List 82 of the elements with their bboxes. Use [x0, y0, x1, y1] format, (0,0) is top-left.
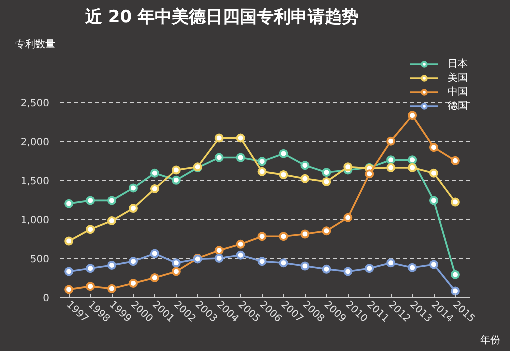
point	[408, 163, 418, 172]
point	[214, 254, 224, 263]
point	[365, 264, 374, 274]
point	[300, 161, 310, 170]
point	[128, 204, 138, 213]
point	[386, 258, 396, 268]
point	[172, 258, 181, 268]
y-tick-label: 2,000	[20, 137, 50, 148]
point	[128, 278, 138, 288]
point	[64, 199, 74, 208]
point	[236, 153, 246, 162]
point	[322, 226, 332, 236]
point	[322, 177, 332, 186]
point	[128, 257, 138, 266]
point	[258, 167, 267, 176]
legend-label: 美国	[448, 72, 468, 85]
point	[236, 134, 246, 143]
point	[279, 170, 288, 180]
point	[408, 156, 418, 165]
point	[430, 260, 439, 270]
point	[236, 250, 246, 260]
point	[150, 184, 160, 194]
y-tick-label: 0	[43, 294, 50, 304]
point	[86, 225, 96, 234]
point	[108, 196, 117, 206]
point	[64, 267, 74, 276]
chart-title: 近 20 年中美德日四国专利申请趋势	[84, 8, 359, 28]
point	[108, 261, 117, 270]
y-tick-label: 2,500	[20, 98, 50, 110]
point	[214, 246, 224, 256]
legend-label: 德国	[448, 100, 468, 113]
point	[236, 240, 246, 249]
point	[108, 216, 117, 226]
point	[430, 196, 439, 206]
point	[344, 267, 353, 276]
y-tick-label: 1,500	[20, 176, 50, 188]
point	[430, 143, 439, 152]
point	[344, 162, 353, 172]
point	[450, 270, 460, 280]
point	[408, 111, 418, 120]
point	[258, 257, 267, 266]
point	[150, 249, 160, 258]
point	[214, 134, 224, 143]
point	[386, 163, 396, 172]
point	[172, 176, 181, 185]
legend-label: 中国	[448, 86, 468, 99]
point	[86, 264, 96, 274]
point	[150, 273, 160, 282]
point	[300, 174, 310, 184]
point	[386, 136, 396, 146]
y-axis-title: 专利数量	[16, 38, 56, 50]
point	[408, 263, 418, 272]
point	[86, 196, 96, 206]
legend-label: 日本	[448, 58, 468, 71]
point	[64, 285, 74, 294]
point	[128, 184, 138, 193]
point	[322, 168, 332, 178]
y-tick-label: 500	[30, 254, 50, 266]
point	[300, 262, 310, 271]
point	[214, 153, 224, 162]
point	[258, 157, 267, 166]
point	[430, 168, 439, 178]
point	[322, 264, 332, 274]
point	[86, 282, 96, 292]
point	[172, 166, 181, 175]
point	[365, 170, 374, 179]
point	[344, 213, 353, 222]
point	[386, 156, 396, 165]
x-axis-title: 年份	[480, 334, 500, 346]
point	[450, 198, 460, 207]
point	[450, 286, 460, 296]
point	[450, 156, 460, 166]
point	[108, 284, 117, 294]
point	[279, 149, 288, 158]
point	[64, 236, 74, 246]
point	[150, 168, 160, 178]
point	[300, 230, 310, 239]
point	[258, 232, 267, 242]
y-tick-label: 1,000	[20, 215, 50, 226]
point	[172, 267, 181, 276]
point	[279, 232, 288, 242]
point	[279, 258, 288, 268]
